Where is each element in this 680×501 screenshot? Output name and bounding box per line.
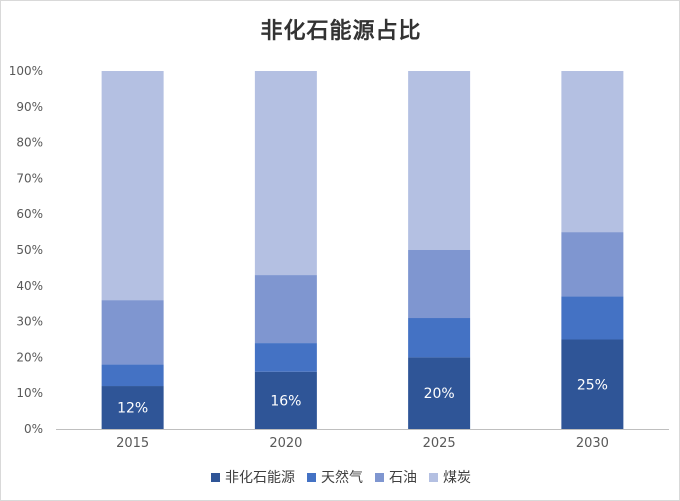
data-label: 25%: [577, 377, 608, 393]
bar-segment-2030-0: [561, 339, 624, 429]
legend-item: 天然气: [307, 467, 363, 487]
y-tick-label: 90%: [16, 100, 43, 114]
data-label: 20%: [424, 386, 455, 402]
bar-segment-2015-0: [101, 386, 164, 429]
y-tick-label: 70%: [16, 171, 43, 185]
data-label: 16%: [270, 393, 301, 409]
y-tick-label: 40%: [16, 279, 43, 293]
x-tick-label: 2020: [269, 436, 302, 451]
legend-label: 石油: [389, 470, 417, 486]
y-tick-label: 10%: [16, 386, 43, 400]
bar-segment-2020-3: [254, 71, 317, 276]
bar-segment-2025-1: [408, 318, 471, 358]
data-label: 12%: [117, 401, 148, 417]
bar-segment-2030-1: [561, 296, 624, 340]
bar-segment-2025-3: [408, 71, 471, 250]
bar-segment-2020-2: [254, 275, 317, 344]
bar-segment-2030-3: [561, 71, 624, 233]
legend-label: 非化石能源: [225, 470, 295, 486]
bar-segment-2030-2: [561, 232, 624, 297]
bar-segment-2015-2: [101, 300, 164, 365]
bar-segment-2015-1: [101, 364, 164, 387]
y-tick-label: 100%: [9, 64, 43, 78]
bar-segment-2025-2: [408, 250, 471, 319]
legend-swatch: [307, 472, 316, 482]
y-tick-label: 0%: [24, 422, 43, 436]
legend-swatch: [211, 472, 220, 482]
legend-label: 天然气: [321, 470, 363, 486]
x-tick-label: 2015: [116, 436, 149, 451]
legend-item: 煤炭: [429, 467, 471, 487]
chart-title: 非化石能源占比: [260, 19, 422, 44]
y-tick-label: 30%: [16, 315, 43, 329]
x-tick-label: 2030: [576, 436, 609, 451]
legend-item: 非化石能源: [211, 467, 295, 487]
y-tick-label: 80%: [16, 136, 43, 150]
legend-label: 煤炭: [443, 470, 471, 486]
bar-segment-2015-3: [101, 71, 164, 301]
bar-segment-2020-0: [254, 371, 317, 429]
legend-swatch: [429, 472, 438, 482]
legend-swatch: [375, 472, 384, 482]
legend-item: 石油: [375, 467, 417, 487]
y-tick-label: 60%: [16, 207, 43, 221]
y-tick-label: 50%: [16, 243, 43, 257]
x-tick-label: 2025: [423, 436, 456, 451]
bar-segment-2025-0: [408, 357, 471, 429]
y-tick-label: 20%: [16, 350, 43, 364]
legend: 非化石能源 天然气 石油 煤炭: [1, 467, 679, 487]
bar-segment-2020-1: [254, 343, 317, 372]
